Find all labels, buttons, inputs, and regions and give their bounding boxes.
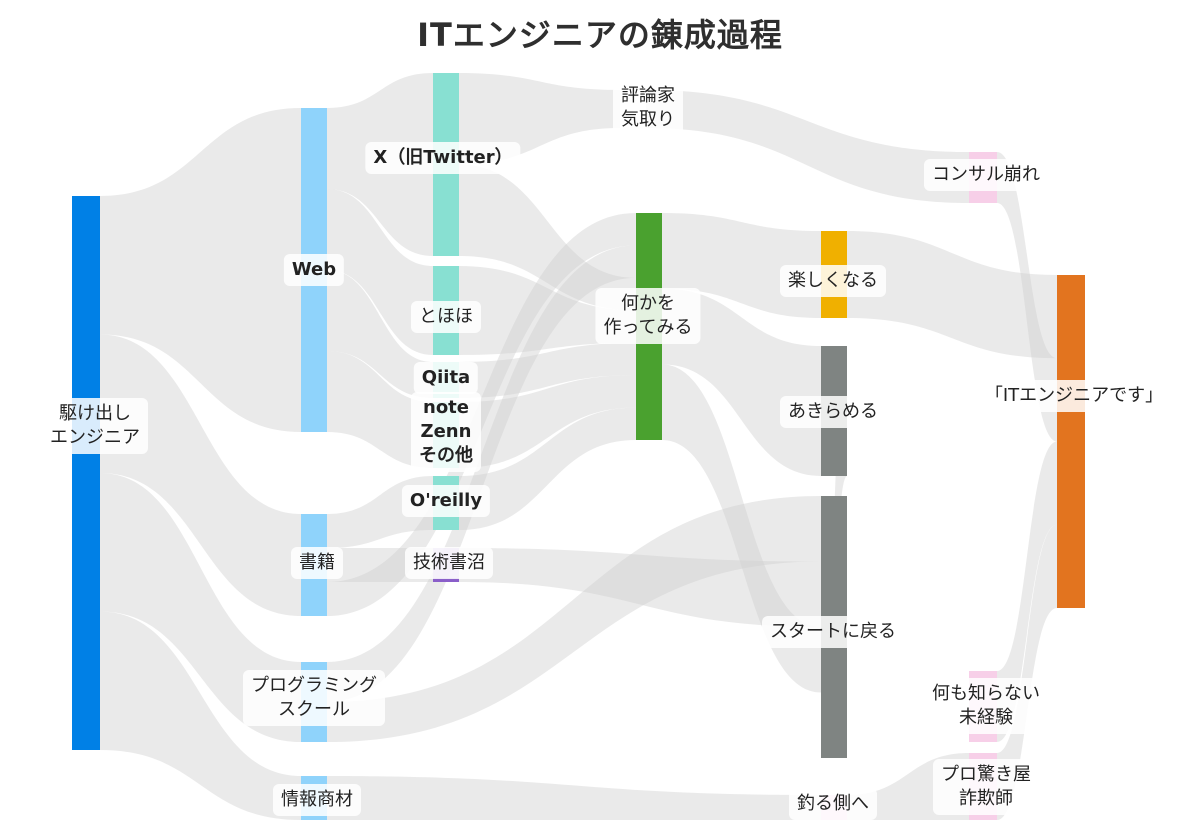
node-bar-numa-underline <box>433 578 459 582</box>
flow-pro-to-it <box>997 524 1057 820</box>
flow-shoseki-to-nanika <box>327 213 636 616</box>
node-label-tanoshiku: 楽しくなる <box>780 265 886 297</box>
node-label-pro: プロ驚き屋 詐欺師 <box>933 759 1039 815</box>
node-label-qiita: Qiita <box>413 362 479 394</box>
flow-kakedashi-to-joho <box>100 611 301 820</box>
node-bar-it <box>1057 275 1085 608</box>
flow-kakedashi-to-shoseki <box>100 334 301 616</box>
node-label-akirameru: あきらめる <box>780 396 886 428</box>
flow-nanika-to-start <box>662 364 821 693</box>
node-label-shoseki: 書籍 <box>291 547 343 579</box>
flow-kakedashi-to-web <box>100 108 301 432</box>
flow-web-to-tohoho <box>327 189 433 355</box>
node-label-it: 「ITエンジニアです」 <box>976 380 1172 412</box>
node-label-web: Web <box>283 254 345 286</box>
flow-mikeiken-to-it <box>997 441 1057 742</box>
node-label-nanika: 何かを 作ってみる <box>595 288 701 344</box>
flow-note-to-nanika <box>459 375 636 468</box>
node-label-joho: 情報商材 <box>273 784 361 816</box>
flow-hyoron-to-consul <box>646 90 969 203</box>
flow-numa-to-start <box>459 548 821 627</box>
node-label-consul: コンサル崩れ <box>924 159 1048 191</box>
page-title: ITエンジニアの錬成過程 <box>417 16 783 54</box>
node-label-note: note Zenn その他 <box>411 392 481 472</box>
node-label-oreilly: O'reilly <box>401 485 491 517</box>
node-label-school: プログラミング スクール <box>243 670 385 726</box>
flow-consul-to-it <box>997 152 1057 442</box>
flow-web-to-qiita <box>327 270 433 398</box>
node-label-tsuru: 釣る側へ <box>789 788 877 820</box>
flow-joho-to-tsuru <box>327 776 821 820</box>
flow-x-to-nanika <box>459 164 636 311</box>
flow-web-to-note <box>327 351 433 468</box>
flow-x-to-hyoron <box>459 73 620 165</box>
node-label-kakedashi: 駆け出し エンジニア <box>42 398 148 454</box>
flow-qiita-to-nanika <box>459 342 636 398</box>
flow-tanoshiku-to-it <box>847 231 1057 359</box>
node-label-mikeiken: 何も知らない 未経験 <box>924 678 1048 734</box>
node-label-start: スタートに戻る <box>762 616 904 648</box>
flow-school-to-start <box>327 496 821 742</box>
flow-nanika-to-akirameru <box>662 288 821 476</box>
node-label-hyoron: 評論家 気取り <box>613 80 683 136</box>
flow-tohoho-to-nanika <box>459 266 636 355</box>
flow-layer <box>100 73 1057 820</box>
flow-school-to-nanika <box>327 245 636 702</box>
node-label-numa: 技術書沼 <box>405 547 493 579</box>
node-label-x: X（旧Twitter） <box>365 142 521 174</box>
node-label-tohoho: とほほ <box>411 301 481 333</box>
flow-oreilly-to-nanika <box>459 407 636 530</box>
node-bar-kakedashi <box>72 196 100 750</box>
